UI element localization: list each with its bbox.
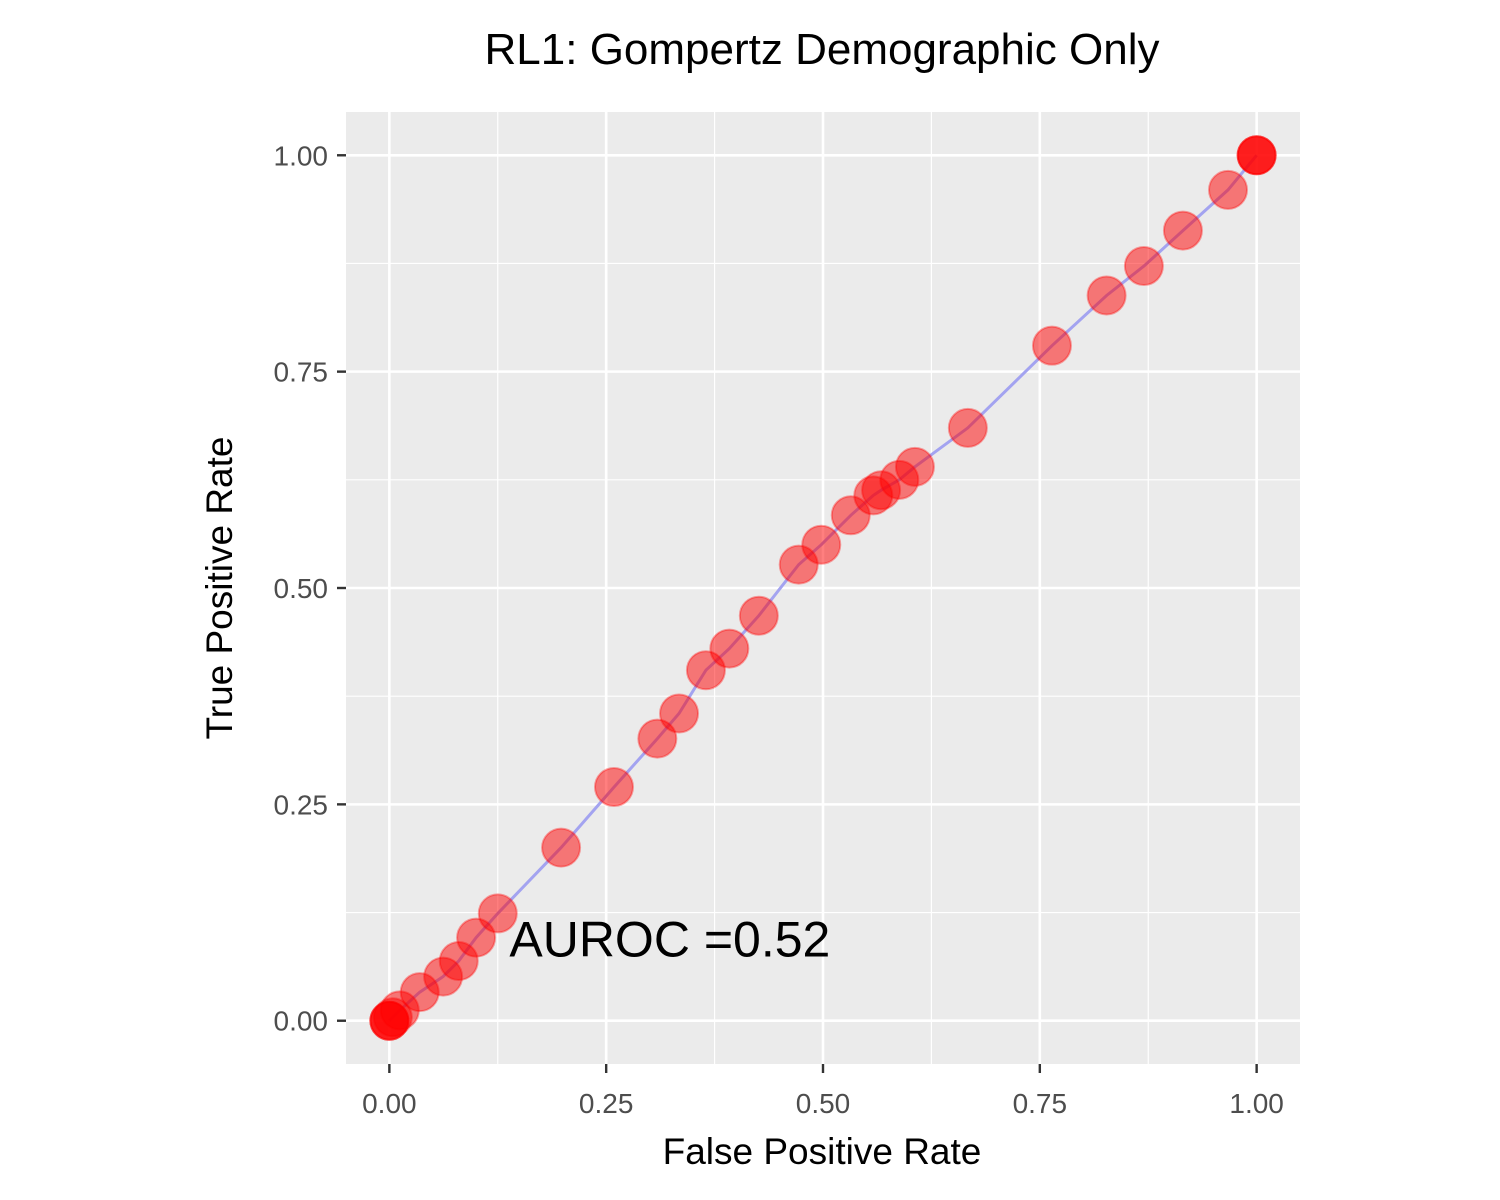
roc-point (593, 767, 634, 808)
y-tick-label: 0.50 (274, 573, 329, 604)
roc-point (456, 917, 497, 958)
y-tick-label: 0.25 (274, 789, 329, 820)
roc-point (659, 693, 700, 734)
x-axis-title: False Positive Rate (663, 1131, 982, 1172)
y-tick-label: 1.00 (274, 140, 329, 171)
y-tick-label: 0.00 (274, 1006, 329, 1037)
roc-point (947, 407, 988, 448)
y-tick-label: 0.75 (274, 357, 329, 388)
chart-title: RL1: Gompertz Demographic Only (485, 25, 1160, 74)
roc-point (1162, 210, 1203, 251)
roc-point-layer (369, 135, 1277, 1041)
x-tick-label: 0.00 (362, 1088, 417, 1119)
roc-point (541, 827, 582, 868)
auroc-annotation: AUROC =0.52 (509, 912, 830, 968)
x-axis-ticks: 0.00 0.25 0.50 0.75 1.00 (362, 1064, 1284, 1119)
roc-point (1086, 275, 1127, 316)
x-tick-label: 0.25 (579, 1088, 634, 1119)
roc-point (637, 718, 678, 759)
roc-point (738, 595, 779, 636)
roc-point (1236, 135, 1277, 176)
roc-point (709, 628, 750, 669)
major-gridlines (346, 112, 1300, 1064)
roc-point (801, 524, 842, 565)
roc-point (1123, 246, 1164, 287)
y-axis-ticks: 0.00 0.25 0.50 0.75 1.00 (274, 140, 346, 1037)
roc-point (894, 446, 935, 487)
x-tick-label: 0.50 (796, 1088, 851, 1119)
x-tick-label: 1.00 (1229, 1088, 1284, 1119)
x-tick-label: 0.75 (1013, 1088, 1068, 1119)
y-axis-title: True Positive Rate (199, 437, 240, 740)
roc-point (477, 893, 518, 934)
roc-point (1208, 169, 1249, 210)
roc-point (1031, 325, 1072, 366)
